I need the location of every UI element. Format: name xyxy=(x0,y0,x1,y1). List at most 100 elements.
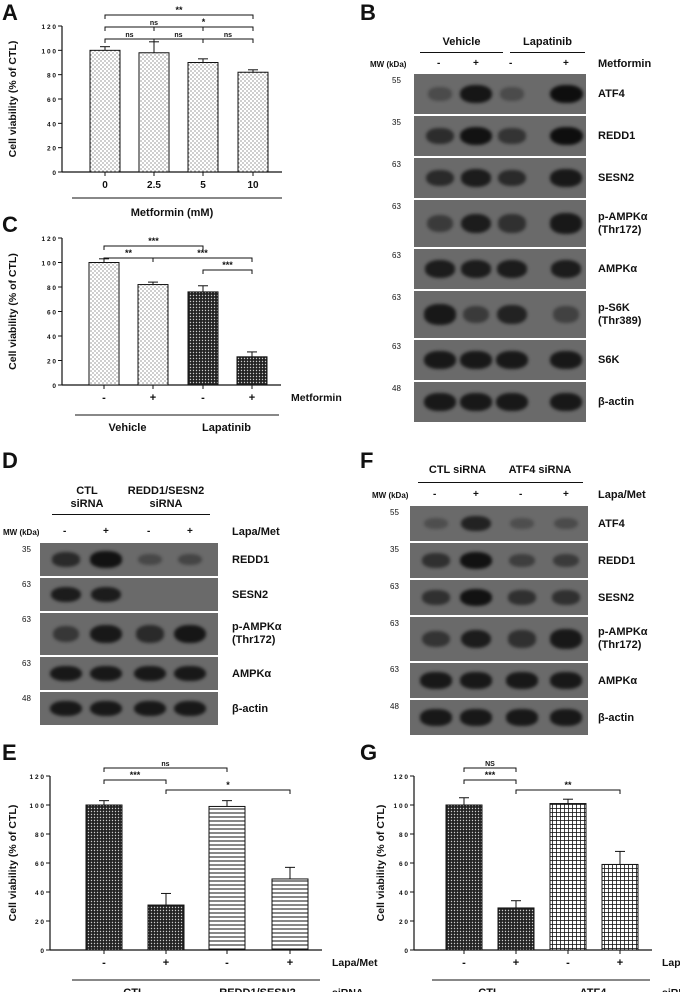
protein-band xyxy=(425,127,455,145)
lane-sign-blotB-0: - xyxy=(437,58,441,69)
y-tick-label-a: 1 0 0 xyxy=(42,48,57,55)
protein-band xyxy=(498,214,526,233)
x-axis-title-a: Metformin (mM) xyxy=(131,207,214,219)
y-tick-label-c: 0 xyxy=(52,383,56,390)
protein-band xyxy=(459,552,493,569)
protein-band xyxy=(424,517,448,530)
lane-sign-blotF-0: - xyxy=(433,489,437,500)
blot-strip-blotB-3 xyxy=(414,200,586,247)
group-row-label-e: siRNA xyxy=(332,987,364,992)
protein-band xyxy=(508,630,536,648)
group-label-g-1: ATF4 xyxy=(580,987,608,992)
bar-c-3 xyxy=(236,356,268,386)
protein-band xyxy=(552,553,580,568)
y-axis-title-c: Cell viability (% of CTL) xyxy=(7,253,19,370)
protein-band xyxy=(422,590,450,605)
mw-marker-blotD-2: 63 xyxy=(22,615,31,624)
lane-sign-blotD-0: - xyxy=(63,526,67,537)
significance-label-a-2: * xyxy=(202,17,206,27)
significance-label-g-2: ** xyxy=(564,780,572,790)
protein-band xyxy=(549,84,583,104)
blot-group-header-blotB-1: Lapatinib xyxy=(523,36,572,48)
mw-header-blotB: MW (kDa) xyxy=(370,60,407,69)
blot-row-label-blotD-0: REDD1 xyxy=(232,553,270,566)
y-axis-title-e: Cell viability (% of CTL) xyxy=(7,805,19,922)
blot-row-label-blotB-4: AMPKα xyxy=(598,263,638,275)
bar-e-0 xyxy=(85,804,123,951)
treatment-label-blotB: Metformin xyxy=(598,58,652,70)
significance-bracket-c-2 xyxy=(152,257,253,262)
blot-row-label-blotD-2: p-AMPKα (Thr172) xyxy=(232,621,282,646)
y-axis-title-g: Cell viability (% of CTL) xyxy=(375,805,387,922)
bar-g-3 xyxy=(601,863,639,951)
y-tick-label-c: 1 2 0 xyxy=(42,236,57,243)
protein-band xyxy=(89,551,123,568)
significance-label-a-4: ns xyxy=(174,32,182,39)
protein-band xyxy=(500,87,524,101)
y-tick-label-g: 8 0 xyxy=(399,832,408,839)
y-tick-label-a: 4 0 xyxy=(47,121,56,128)
protein-band xyxy=(90,665,122,682)
protein-band xyxy=(137,553,163,566)
bar-c-0 xyxy=(88,262,120,386)
significance-label-c-0: *** xyxy=(148,236,159,246)
x-tick-label-e-1: + xyxy=(163,957,169,969)
x-tick-label-a-0: 0 xyxy=(102,180,108,191)
significance-bracket-c-0 xyxy=(103,245,204,250)
panel-letter-a: A xyxy=(2,0,18,25)
protein-band xyxy=(550,709,582,726)
mw-marker-blotF-3: 63 xyxy=(390,619,399,628)
protein-band xyxy=(506,672,538,689)
y-tick-label-g: 1 0 0 xyxy=(394,803,409,810)
x-tick-label-c-2: - xyxy=(201,392,205,404)
protein-band xyxy=(510,517,534,530)
protein-band xyxy=(496,351,528,369)
lane-sign-blotD-1: + xyxy=(103,526,109,537)
panel-letter-g: G xyxy=(360,740,378,765)
blot-strip-blotD-0 xyxy=(40,543,218,576)
blot-group-header-blotF-0: CTL siRNA xyxy=(428,464,487,476)
lane-sign-blotB-2: - xyxy=(509,58,513,69)
blot-strip-blotD-4 xyxy=(40,692,218,725)
mw-marker-blotB-1: 35 xyxy=(392,118,401,127)
blot-row-label-blotD-1: SESN2 xyxy=(232,588,269,601)
protein-band xyxy=(460,351,492,369)
protein-band xyxy=(506,709,538,726)
protein-band xyxy=(496,393,528,411)
y-tick-label-e: 2 0 xyxy=(35,919,44,926)
protein-band xyxy=(425,169,455,187)
significance-label-a-5: ns xyxy=(224,32,232,39)
lane-sign-blotD-2: - xyxy=(147,526,151,537)
protein-band xyxy=(50,665,82,682)
protein-band xyxy=(550,351,582,369)
blot-strip-blotB-0 xyxy=(414,74,586,114)
protein-band xyxy=(462,305,490,324)
mw-marker-blotD-3: 63 xyxy=(22,659,31,668)
protein-band xyxy=(424,260,456,278)
x-tick-label-g-3: + xyxy=(617,957,623,969)
significance-label-a-1: ns xyxy=(150,20,158,27)
mw-header-blotF: MW (kDa) xyxy=(372,491,409,500)
blot-row-label-blotB-6: S6K xyxy=(598,354,620,366)
significance-bracket-a-4 xyxy=(153,38,204,43)
protein-band xyxy=(550,260,582,278)
y-tick-label-e: 1 0 0 xyxy=(30,803,45,810)
blot-group-underline-blotD-0 xyxy=(52,514,122,515)
blot-row-label-blotF-5: β-actin xyxy=(598,711,635,724)
blot-strip-blotF-3 xyxy=(410,617,588,661)
protein-band xyxy=(554,517,578,530)
blot-row-label-blotD-3: AMPKα xyxy=(232,667,272,680)
blot-strip-blotF-1 xyxy=(410,543,588,578)
significance-label-e-0: ns xyxy=(161,761,169,768)
protein-band xyxy=(460,169,492,187)
protein-band xyxy=(549,126,583,146)
protein-band xyxy=(497,304,527,325)
treatment-label-c: Metformin xyxy=(291,392,342,404)
protein-band xyxy=(460,213,492,234)
mw-marker-blotB-4: 63 xyxy=(392,251,401,260)
y-tick-label-e: 4 0 xyxy=(35,890,44,897)
protein-band xyxy=(550,169,582,187)
protein-band xyxy=(460,260,492,278)
protein-band xyxy=(550,629,582,649)
bar-e-3 xyxy=(271,878,309,951)
